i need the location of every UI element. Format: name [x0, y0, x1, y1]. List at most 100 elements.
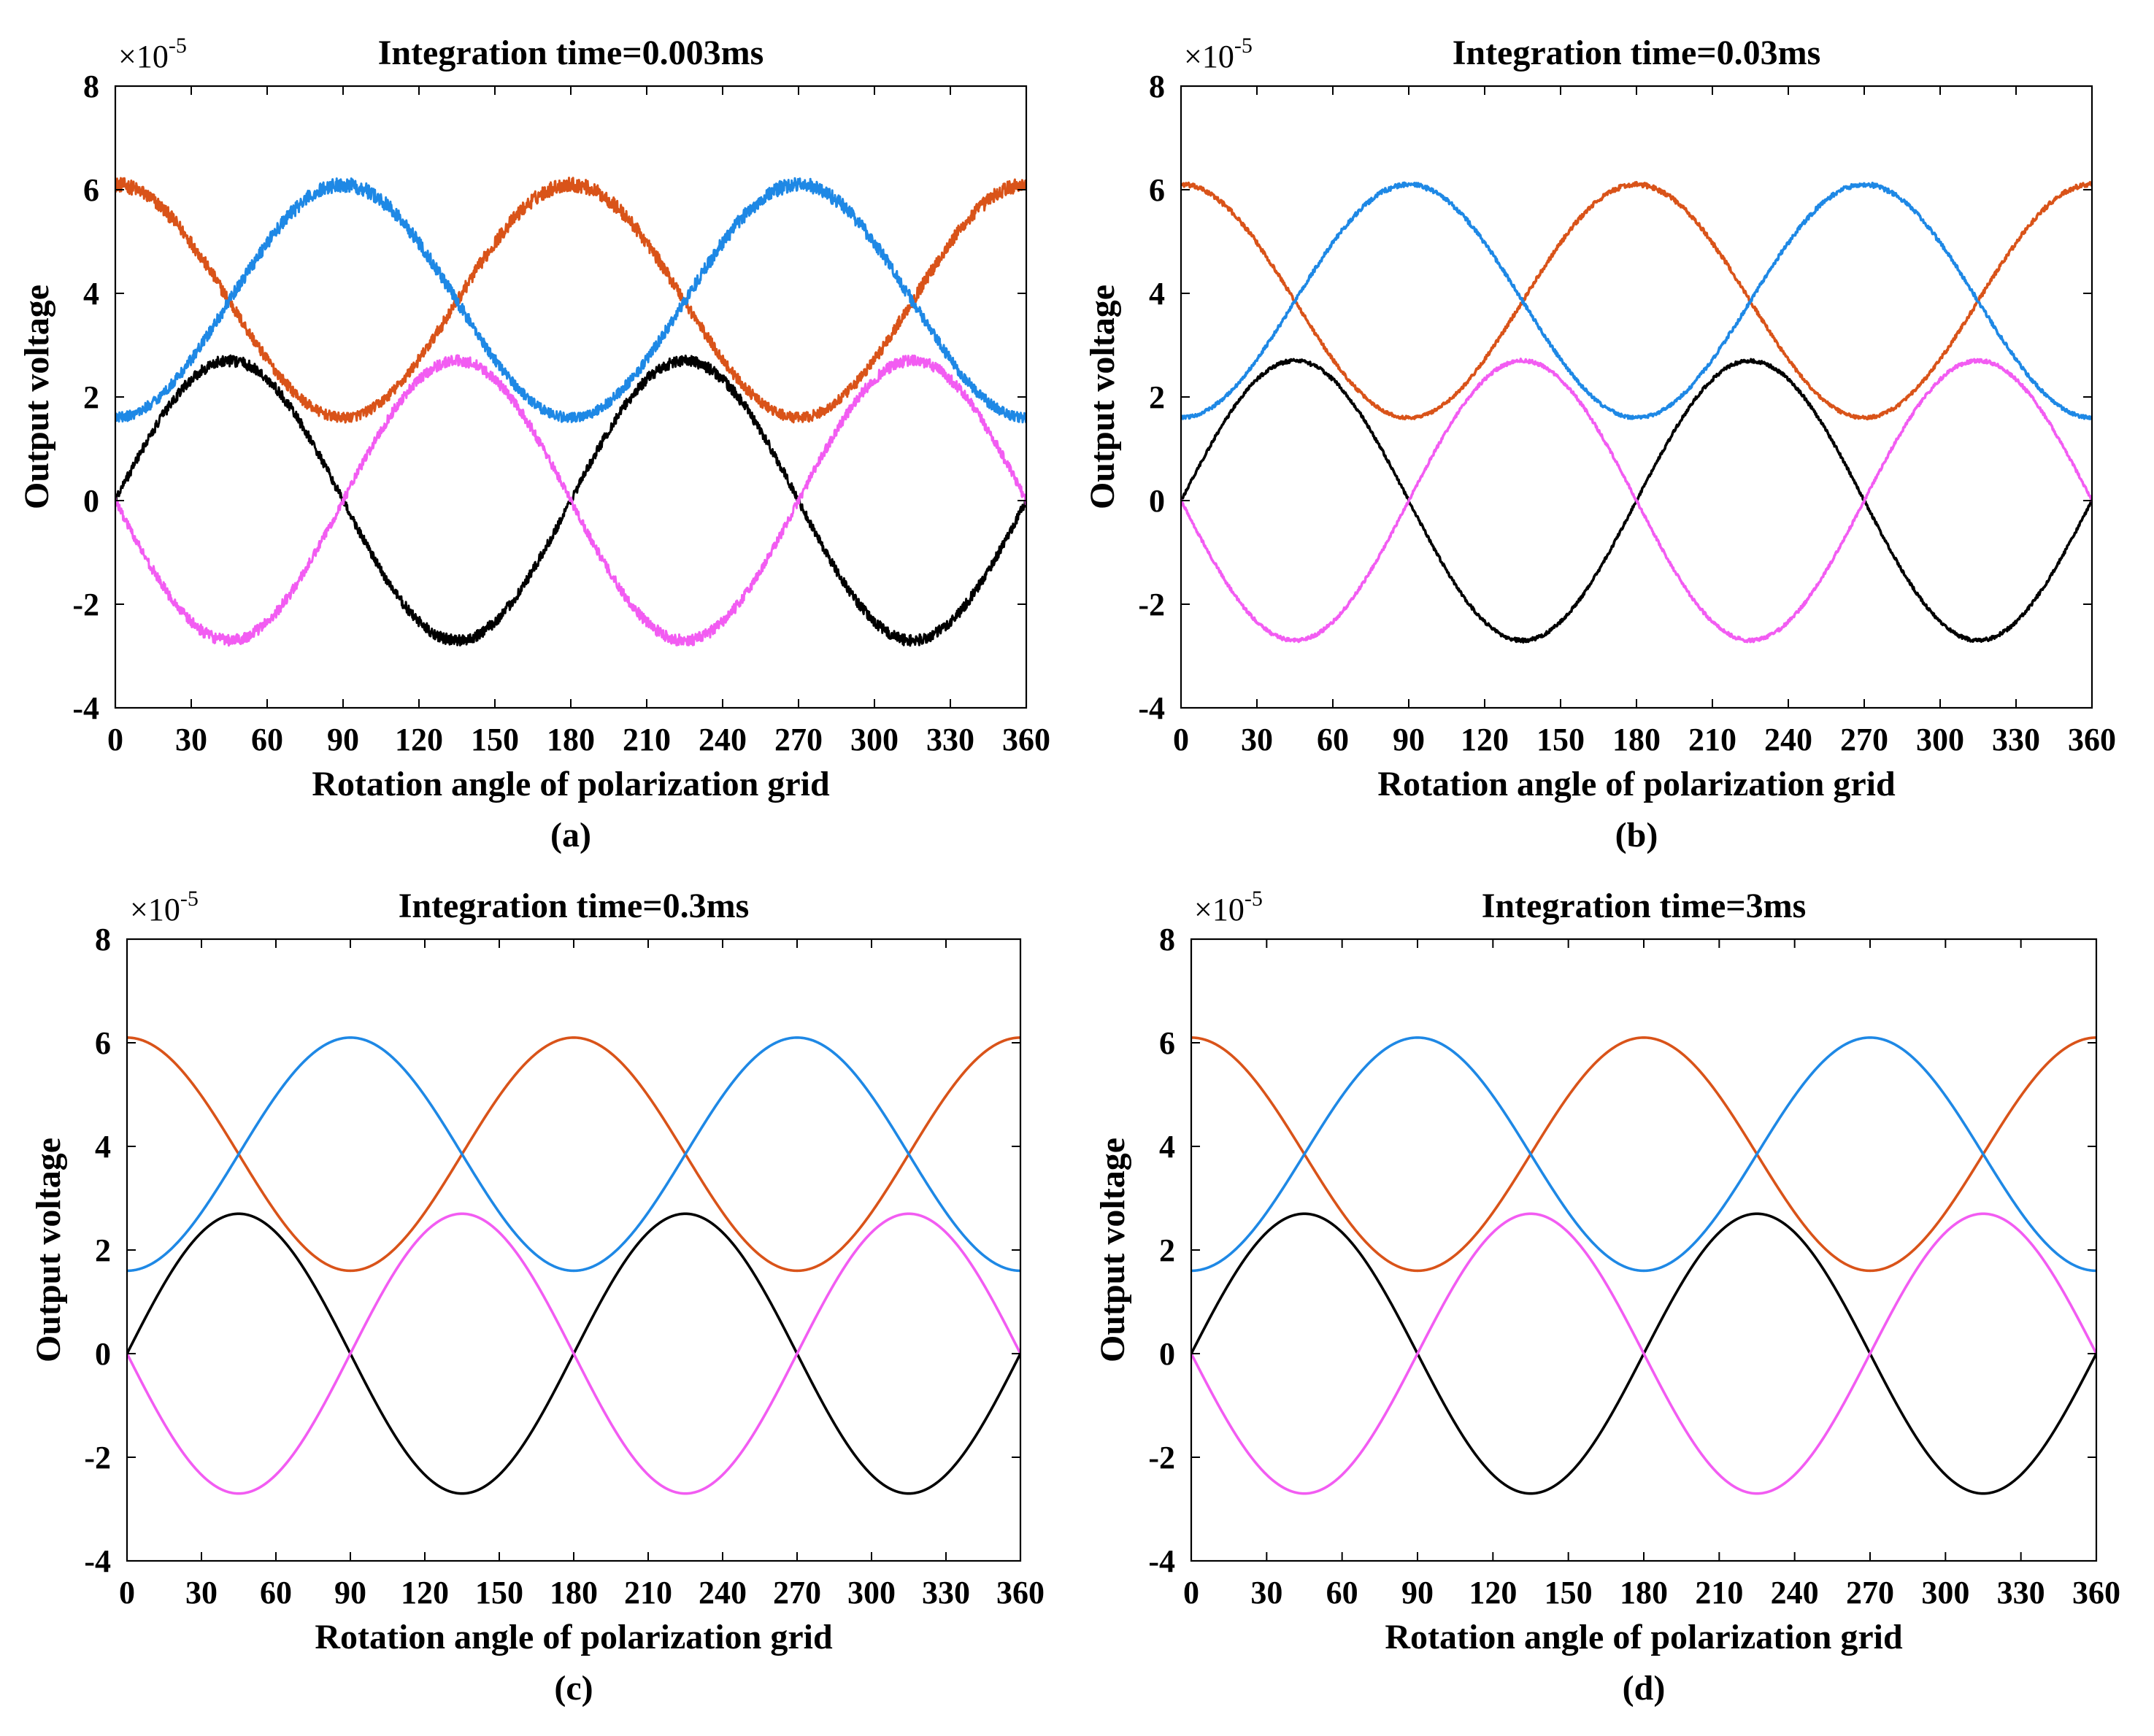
y-tick-label: -2 [84, 1440, 111, 1475]
x-tick-label: 120 [401, 1575, 449, 1610]
x-tick-label: 300 [1921, 1575, 1969, 1610]
x-tick-label: 0 [107, 722, 123, 757]
x-axis-label: Rotation angle of polarization grid [315, 1618, 833, 1656]
y-exponent-label: ×10-5 [130, 887, 199, 927]
y-exponent-label: ×10-5 [1194, 887, 1263, 927]
series-line-orange [1191, 1036, 2096, 1273]
chart-title: Integration time=3ms [1482, 887, 1807, 925]
x-tick-label: 360 [2068, 722, 2116, 757]
chart-panel-c: 0 30 60 90 120 150 180 210 240 270 300 330 360 -4 -2 0 2… [29, 887, 1045, 1708]
series-line-black [115, 354, 1026, 647]
chart-title: Integration time=0.3ms [399, 887, 750, 925]
chart-title: Integration time=0.003ms [378, 34, 764, 72]
y-tick-label: 2 [95, 1232, 111, 1268]
y-axis-label: Output voltage [18, 285, 56, 509]
x-tick-label: 180 [547, 722, 595, 757]
y-exponent-label: ×10-5 [1184, 34, 1253, 74]
x-tick-label: 300 [1916, 722, 1964, 757]
y-tick-label: 0 [1149, 483, 1165, 519]
series-line-orange [127, 1036, 1020, 1273]
x-tick-label: 90 [334, 1575, 366, 1610]
x-tick-label: 60 [1326, 1575, 1358, 1610]
y-axis-label: Output voltage [1083, 285, 1122, 509]
y-tick-label: -2 [1138, 587, 1165, 622]
x-tick-label: 90 [1393, 722, 1425, 757]
y-tick-label: 6 [1149, 172, 1165, 208]
x-tick-label: 240 [1764, 722, 1812, 757]
x-tick-label: 120 [1469, 1575, 1517, 1610]
y-tick-label: 0 [83, 483, 99, 519]
y-tick-label: -4 [72, 690, 99, 726]
x-tick-label: 180 [1620, 1575, 1668, 1610]
x-axis-label: Rotation angle of polarization grid [1385, 1618, 1903, 1656]
x-tick-label: 330 [922, 1575, 970, 1610]
x-tick-label: 330 [926, 722, 974, 757]
y-tick-label: 4 [1149, 276, 1165, 312]
y-tick-label: 4 [95, 1129, 111, 1165]
exponent-power: -5 [1234, 34, 1253, 58]
series-line-blue [1191, 1036, 2096, 1273]
exponent-base: ×10 [130, 892, 180, 927]
x-tick-label: 210 [623, 722, 671, 757]
x-tick-label: 30 [1250, 1575, 1282, 1610]
y-tick-label: 0 [1159, 1336, 1175, 1372]
y-tick-label: 2 [1149, 379, 1165, 415]
x-tick-label: 0 [119, 1575, 135, 1610]
x-tick-label: 270 [1846, 1575, 1894, 1610]
x-tick-label: 210 [624, 1575, 672, 1610]
x-tick-label: 270 [774, 722, 823, 757]
axes-frame [1180, 85, 2093, 709]
x-tick-label: 30 [185, 1575, 218, 1610]
x-tick-label: 60 [260, 1575, 292, 1610]
x-tick-label: 330 [1997, 1575, 2045, 1610]
x-tick-label: 360 [1002, 722, 1050, 757]
x-tick-label: 180 [1612, 722, 1661, 757]
x-axis-label: Rotation angle of polarization grid [312, 765, 830, 803]
x-tick-label: 300 [847, 1575, 896, 1610]
x-tick-label: 210 [1688, 722, 1736, 757]
exponent-base: ×10 [1194, 892, 1245, 927]
x-tick-label: 180 [550, 1575, 598, 1610]
y-tick-label: 4 [1159, 1129, 1175, 1165]
x-tick-label: 330 [1992, 722, 2040, 757]
x-tick-label: 0 [1173, 722, 1189, 757]
x-tick-label: 120 [395, 722, 443, 757]
chart-title: Integration time=0.03ms [1453, 34, 1821, 72]
series-line-blue [1181, 181, 2092, 420]
x-tick-label: 270 [773, 1575, 821, 1610]
x-tick-label: 0 [1183, 1575, 1199, 1610]
y-tick-label: 6 [95, 1025, 111, 1061]
x-tick-label: 360 [996, 1575, 1045, 1610]
x-tick-label: 240 [699, 722, 747, 757]
x-tick-label: 210 [1695, 1575, 1743, 1610]
exponent-power: -5 [180, 887, 199, 911]
chart-panel-d: 0 30 60 90 120 150 180 210 240 270 300 330 360 -4 -2 0 2… [1093, 887, 2120, 1708]
y-tick-label: 0 [95, 1336, 111, 1372]
axes-frame [1190, 938, 2098, 1562]
y-tick-label: 8 [1149, 69, 1165, 104]
exponent-power: -5 [1245, 887, 1263, 911]
x-tick-label: 60 [1317, 722, 1349, 757]
chart-panel-b: 0 30 60 90 120 150 180 210 240 270 300 330 360 -4 -2 0 2… [1083, 34, 2116, 855]
y-tick-label: -4 [1148, 1543, 1175, 1579]
y-tick-label: -2 [1148, 1440, 1175, 1475]
x-tick-label: 30 [1241, 722, 1273, 757]
x-tick-label: 270 [1840, 722, 1888, 757]
x-tick-label: 240 [1771, 1575, 1819, 1610]
exponent-base: ×10 [118, 39, 169, 74]
series-line-orange [1181, 180, 2092, 421]
panel-label: (d) [1623, 1669, 1666, 1708]
series-line-magenta [127, 1212, 1020, 1495]
y-tick-label: 4 [83, 276, 99, 312]
y-tick-label: 6 [1159, 1025, 1175, 1061]
y-tick-label: 8 [95, 922, 111, 957]
axes-frame [114, 85, 1028, 709]
x-tick-label: 150 [1545, 1575, 1593, 1610]
exponent-power: -5 [169, 34, 187, 58]
y-tick-label: -2 [72, 587, 99, 622]
x-tick-label: 300 [850, 722, 899, 757]
x-tick-label: 360 [2072, 1575, 2120, 1610]
x-axis-label: Rotation angle of polarization grid [1377, 765, 1896, 803]
x-tick-label: 240 [699, 1575, 747, 1610]
